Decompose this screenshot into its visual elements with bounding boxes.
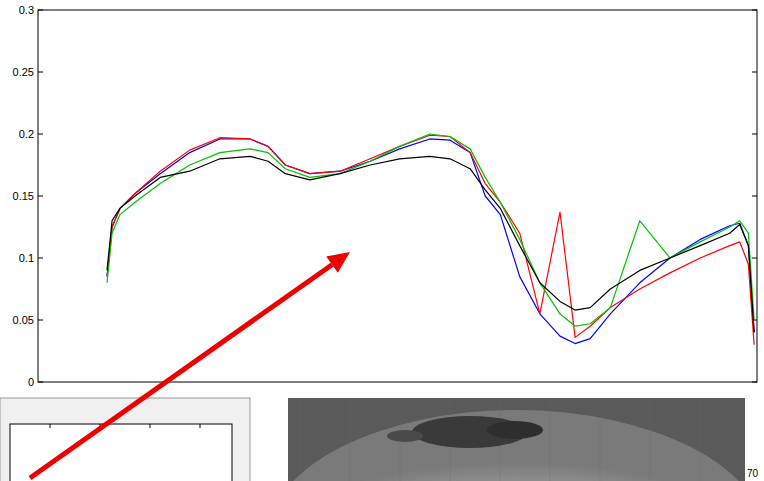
y-tick-label: 0.05 <box>13 314 34 326</box>
y-tick <box>38 196 43 197</box>
scan-line <box>700 398 701 481</box>
scan-line <box>300 398 301 481</box>
figure: 0 0.05 0.1 0.15 0.2 0.25 0.3 70 <box>0 0 764 481</box>
scan-line <box>650 398 651 481</box>
annotation: 70 <box>747 468 759 479</box>
series-line <box>107 135 754 345</box>
scan-blob <box>487 421 543 439</box>
scan-line <box>600 398 601 481</box>
y-tick-right <box>752 258 757 259</box>
y-tick-label: 0.25 <box>13 66 34 78</box>
scan-line <box>550 398 551 481</box>
y-tick <box>38 320 43 321</box>
scan-blob <box>387 430 423 442</box>
plot-frame <box>38 10 757 382</box>
y-tick-label: 0.2 <box>19 128 34 140</box>
scan-line <box>350 398 351 481</box>
y-tick-label: 0 <box>28 376 34 388</box>
y-tick-right <box>752 72 757 73</box>
inset-axes <box>10 424 232 481</box>
inset-tick <box>200 424 201 428</box>
y-tick-right <box>752 134 757 135</box>
y-tick-label: 0.3 <box>19 4 34 16</box>
arrow-shaft <box>30 265 332 478</box>
y-tick <box>38 72 43 73</box>
y-tick <box>38 134 43 135</box>
arrow-head <box>326 252 350 273</box>
y-tick-label: 0.15 <box>13 190 34 202</box>
y-tick-right <box>752 196 757 197</box>
y-tick <box>38 258 43 259</box>
series-line <box>107 156 754 332</box>
scan-disc <box>266 410 764 481</box>
series-line <box>107 134 754 326</box>
inset-tick <box>150 424 151 428</box>
plot-background <box>38 10 757 382</box>
y-tick-label: 0.1 <box>19 252 34 264</box>
series-group <box>107 134 754 345</box>
inset-tick <box>50 424 51 428</box>
